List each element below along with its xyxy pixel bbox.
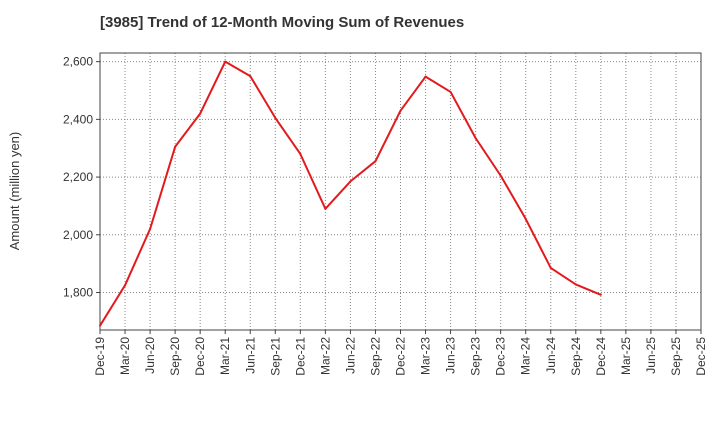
data-point bbox=[449, 90, 452, 93]
data-point bbox=[399, 109, 402, 112]
x-tick-label: Sep-20 bbox=[168, 337, 182, 376]
x-tick-label: Jun-25 bbox=[644, 337, 658, 374]
y-tick-label: 1,800 bbox=[63, 285, 93, 299]
y-tick-label: 2,600 bbox=[63, 55, 93, 69]
x-tick-label: Dec-19 bbox=[93, 337, 107, 376]
x-tick-label: Sep-22 bbox=[368, 337, 382, 376]
data-point bbox=[274, 116, 277, 119]
chart-title: [3985] Trend of 12-Month Moving Sum of R… bbox=[100, 14, 465, 31]
x-tick-label: Dec-23 bbox=[494, 337, 508, 376]
x-tick-label: Sep-21 bbox=[268, 337, 282, 376]
y-tick-label: 2,200 bbox=[63, 170, 93, 184]
x-tick-label: Dec-21 bbox=[293, 337, 307, 376]
x-tick-label: Mar-25 bbox=[619, 337, 633, 375]
data-point bbox=[599, 293, 602, 296]
data-point bbox=[474, 137, 477, 140]
data-point bbox=[574, 283, 577, 286]
x-tick-label: Jun-23 bbox=[444, 337, 458, 374]
data-point bbox=[124, 284, 127, 287]
x-tick-label: Dec-25 bbox=[694, 337, 708, 376]
x-tick-label: Mar-24 bbox=[519, 337, 533, 375]
y-axis-label: Amount (million yen) bbox=[7, 132, 22, 251]
y-tick-label: 2,000 bbox=[63, 228, 93, 242]
data-point bbox=[324, 207, 327, 210]
x-tick-label: Jun-20 bbox=[143, 337, 157, 374]
data-point bbox=[549, 266, 552, 269]
data-point bbox=[149, 228, 152, 231]
data-point bbox=[199, 112, 202, 115]
x-tick-label: Mar-22 bbox=[318, 337, 332, 375]
x-tick-label: Jun-21 bbox=[243, 337, 257, 374]
x-tick-label: Sep-24 bbox=[569, 337, 583, 376]
data-point bbox=[524, 217, 527, 220]
x-tick-label: Sep-23 bbox=[469, 337, 483, 376]
x-tick-label: Mar-23 bbox=[419, 337, 433, 375]
data-point bbox=[424, 75, 427, 78]
x-tick-label: Mar-20 bbox=[118, 337, 132, 375]
x-tick-label: Dec-20 bbox=[193, 337, 207, 376]
x-tick-label: Mar-21 bbox=[218, 337, 232, 375]
data-point bbox=[224, 60, 227, 63]
data-point bbox=[174, 145, 177, 148]
x-tick-label: Dec-24 bbox=[594, 337, 608, 376]
x-tick-label: Jun-24 bbox=[544, 337, 558, 374]
data-point bbox=[349, 180, 352, 183]
data-point bbox=[499, 174, 502, 177]
data-point bbox=[99, 324, 101, 327]
data-point bbox=[299, 152, 302, 155]
data-point bbox=[249, 75, 252, 78]
y-tick-label: 2,400 bbox=[63, 112, 93, 126]
x-tick-label: Dec-22 bbox=[394, 337, 408, 376]
x-tick-label: Sep-25 bbox=[669, 337, 683, 376]
data-point bbox=[374, 160, 377, 163]
x-tick-label: Jun-22 bbox=[343, 337, 357, 374]
